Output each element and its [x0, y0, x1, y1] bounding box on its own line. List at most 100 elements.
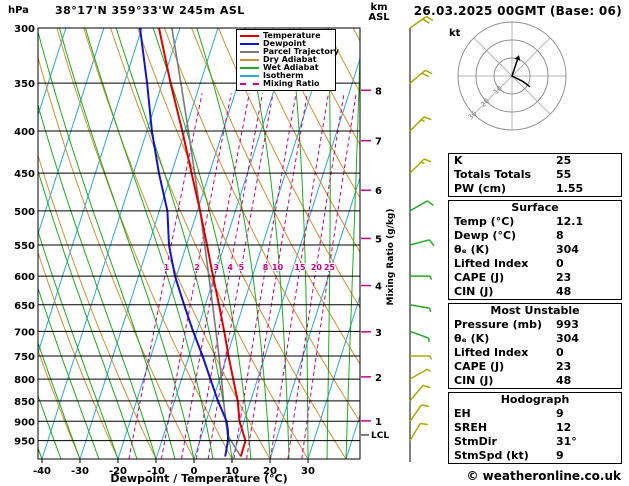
table-row: CAPE (J) 23 — [449, 360, 621, 374]
table-section-header: Hodograph — [500, 393, 570, 406]
legend-item: Wet Adiabat — [240, 64, 332, 72]
temperature-curve — [158, 28, 247, 457]
stats-table: K 25 Totals Totals 55 PW (cm) 1.55 Surface Temp… — [448, 153, 622, 467]
legend-label: Parcel Trajectory — [263, 47, 339, 56]
km-axis-unit-km: km — [370, 2, 388, 13]
wind-barb-flag — [421, 72, 430, 78]
stat-label: StmSpd (kt) — [454, 449, 529, 462]
mixing-ratio-labels: 1 2 3 4 5 8 10 15 20 25 — [163, 262, 337, 273]
isotherm-line — [231, 57, 360, 459]
wet-adiabat-line — [38, 394, 62, 459]
mixing-ratio-label: 25 — [324, 263, 336, 272]
wind-barb-halfflag — [429, 355, 433, 360]
wind-barb — [409, 404, 423, 422]
legend-swatch — [240, 75, 259, 77]
legend-swatch — [240, 59, 259, 61]
dewpoint-curve — [139, 28, 229, 457]
legend-swatch — [240, 35, 259, 37]
mixing-ratio-label: 20 — [311, 263, 323, 272]
wind-barb — [409, 200, 428, 212]
km-tick-label: 1 — [375, 417, 382, 428]
wind-barb-flag — [428, 239, 435, 247]
stat-value: 304 — [556, 243, 579, 256]
wind-barb-flag — [422, 384, 431, 389]
stat-label: CIN (J) — [454, 285, 494, 298]
wind-barb-flag — [424, 69, 433, 75]
legend-swatch — [240, 51, 259, 53]
stat-label: EH — [454, 407, 471, 420]
hodograph-ring-label: 10 — [492, 84, 504, 96]
mixing-ratio-label: 15 — [294, 263, 306, 272]
plot-border — [37, 27, 361, 460]
wind-barb-halfflag — [420, 161, 425, 165]
km-tick-label: 8 — [375, 86, 382, 97]
km-tick-label: 5 — [375, 234, 382, 245]
dry-adiabat-line — [244, 28, 360, 254]
station-title: 38°17'N 359°33'W 245m ASL — [55, 4, 245, 17]
legend-item: Isotherm — [240, 72, 332, 80]
pressure-axis-unit: hPa — [8, 5, 29, 16]
stat-value: 9 — [556, 449, 564, 462]
wind-barb — [409, 15, 427, 29]
hodograph-arrow — [514, 55, 521, 61]
stat-label: Lifted Index — [454, 346, 529, 359]
table-section: K 25 Totals Totals 55 PW (cm) 1.55 — [448, 153, 622, 197]
stat-value: 12 — [556, 421, 572, 434]
wind-barb — [409, 239, 430, 246]
stat-value: 9 — [556, 407, 564, 420]
stat-label: CAPE (J) — [454, 271, 505, 284]
wind-barb-column — [409, 15, 435, 462]
temp-tick-label: -20 — [109, 466, 127, 477]
stat-label: Temp (°C) — [454, 215, 515, 228]
table-row: CIN (J) 48 — [449, 374, 621, 388]
wind-barb — [409, 368, 428, 380]
mixing-ratio-line — [207, 93, 274, 459]
wind-barb — [409, 69, 426, 84]
pressure-tick-label: 600 — [14, 272, 35, 283]
temp-tick-label: -10 — [147, 466, 165, 477]
table-row: θₑ (K) 304 — [449, 243, 621, 257]
stat-value: 304 — [556, 332, 579, 345]
table-section: Surface Temp (°C) 12.1 Dewp (°C) 8 θₑ (K) 304 L… — [448, 200, 622, 300]
table-row: CIN (J) 48 — [449, 285, 621, 299]
wind-barb-halfflag — [426, 368, 431, 373]
mixing-ratio-axis-title: Mixing Ratio (g/kg) — [386, 208, 396, 306]
wind-barb-flag — [422, 18, 430, 24]
table-row: StmDir 31° — [449, 435, 621, 449]
legend-label: Dry Adiabat — [263, 55, 317, 64]
wind-barb — [409, 423, 421, 442]
mixing-ratio-line — [195, 93, 263, 459]
table-row: SREH 12 — [449, 421, 621, 435]
km-tick-label: 7 — [375, 137, 382, 148]
stat-label: Lifted Index — [454, 257, 529, 270]
hodograph-spoke — [473, 75, 513, 115]
hodograph-trace — [511, 59, 531, 88]
isotherm-line — [79, 28, 219, 459]
temp-tick-label: -30 — [71, 466, 89, 477]
stat-value: 55 — [556, 168, 572, 181]
hodograph-ring-label: 30 — [467, 110, 479, 122]
temp-tick-label: 10 — [225, 466, 239, 477]
mixing-ratio-label: 5 — [239, 263, 245, 272]
km-tick-label: 2 — [375, 373, 382, 384]
km-axis-unit: km ASL — [365, 3, 393, 23]
temp-tick-label: 0 — [191, 466, 198, 477]
isotherm-line — [41, 28, 181, 459]
legend-item: Temperature — [240, 32, 332, 40]
wind-barb-flag — [423, 158, 432, 163]
mixing-ratio-label: 8 — [263, 263, 269, 272]
table-row: Pressure (mb) 993 — [449, 318, 621, 332]
pressure-tick-label: 950 — [14, 437, 35, 448]
wet-adiabat-line — [38, 341, 81, 459]
legend-swatch — [240, 83, 259, 85]
legend-swatch — [240, 67, 259, 69]
hodograph-spoke — [473, 37, 513, 77]
stat-value: 25 — [556, 154, 572, 167]
copyright: © weatheronline.co.uk — [466, 469, 621, 483]
pressure-tick-label: 750 — [14, 352, 35, 363]
legend-item: Parcel Trajectory — [240, 48, 339, 56]
mixing-ratio-label: 4 — [227, 263, 233, 272]
stat-value: 23 — [556, 360, 572, 373]
